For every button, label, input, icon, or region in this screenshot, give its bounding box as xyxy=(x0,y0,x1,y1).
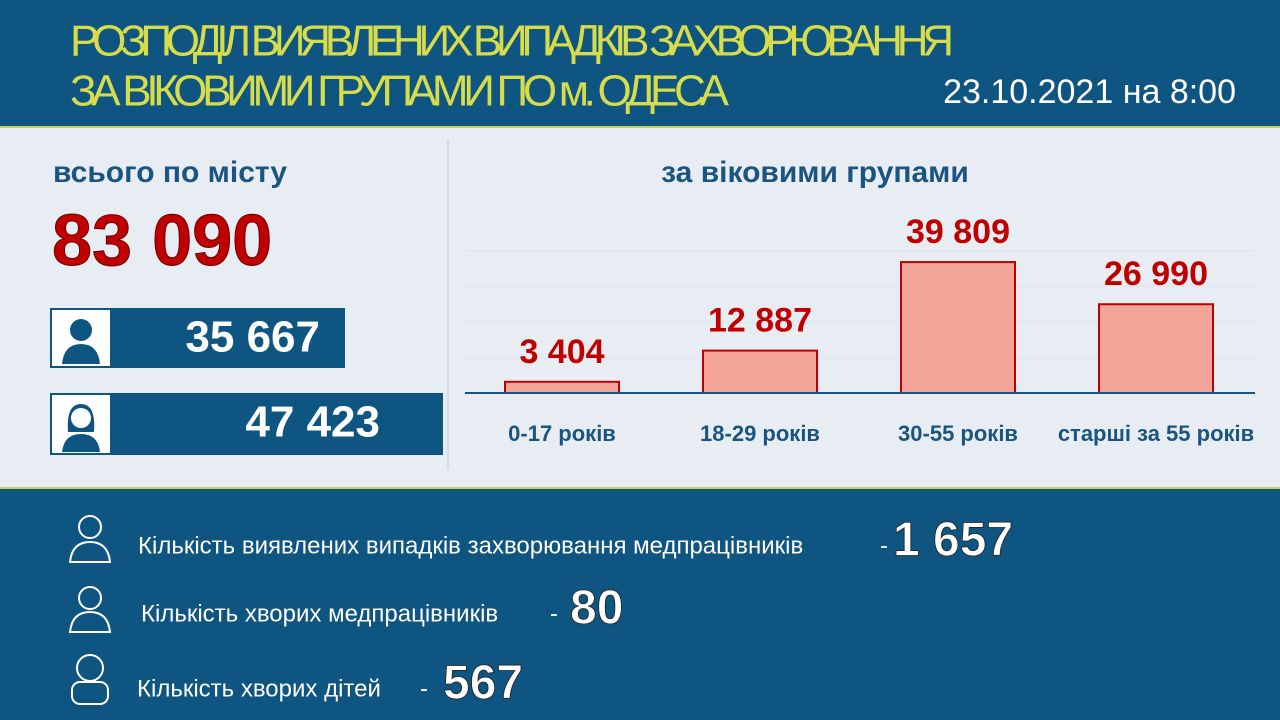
icon-head xyxy=(70,319,92,341)
chart-title: за віковими групами xyxy=(661,156,969,189)
icon-face xyxy=(71,408,91,428)
footer-panel xyxy=(0,488,1280,720)
stat-label: Кількість виявлених випадків захворюванн… xyxy=(138,532,803,559)
value-label: 39 809 xyxy=(906,213,1010,251)
header-panel xyxy=(0,0,1280,127)
header-title: РОЗПОДІЛ ВИЯВЛЕНИХ ВИПАДКІВ ЗАХВОРЮВАННЯ xyxy=(70,17,955,66)
value-label: 26 990 xyxy=(1104,255,1208,293)
bar xyxy=(1098,303,1214,394)
stat-label: Кількість хворих дітей xyxy=(137,675,381,702)
stat-value: 80 xyxy=(570,582,623,635)
value-label: 12 887 xyxy=(708,302,812,340)
bar xyxy=(504,380,620,395)
footer: Кількість виявлених випадків захворюванн… xyxy=(68,513,1014,710)
female-box: 47 423 xyxy=(50,393,443,455)
x-tick-label: 0-17 років xyxy=(508,421,616,446)
male-count: 35 667 xyxy=(185,313,320,362)
male-box: 35 667 xyxy=(50,308,345,368)
bar xyxy=(900,261,1016,395)
x-tick-label: 18-29 років xyxy=(700,421,820,446)
stat-label: Кількість хворих медпрацівників xyxy=(141,600,498,627)
header-title: ЗА ВІКОВИМИ ГРУПАМИ ПО м. ОДЕСА xyxy=(70,67,730,116)
box xyxy=(50,393,443,455)
header-date: 23.10.2021 на 8:00 xyxy=(943,73,1236,111)
stat-separator: - xyxy=(420,675,428,702)
icon-body xyxy=(62,434,100,452)
summary-label: всього по місту xyxy=(53,156,287,189)
x-tick-label: старші за 55 років xyxy=(1058,421,1254,446)
value-label: 3 404 xyxy=(519,333,604,371)
female-count: 47 423 xyxy=(245,398,380,447)
summary-total: 83 090 xyxy=(52,201,272,281)
stat-value: 567 xyxy=(443,657,523,710)
stat-value: 1 657 xyxy=(893,514,1013,567)
doctor-icon xyxy=(68,515,112,705)
icon-body xyxy=(62,344,100,364)
chart: 3 404 0-17 років 12 887 18-29 років 39 809 30… xyxy=(465,213,1255,446)
stat-separator: - xyxy=(550,600,558,627)
stat-separator: - xyxy=(880,532,888,559)
bar xyxy=(702,349,818,394)
x-tick-label: 30-55 років xyxy=(898,421,1018,446)
